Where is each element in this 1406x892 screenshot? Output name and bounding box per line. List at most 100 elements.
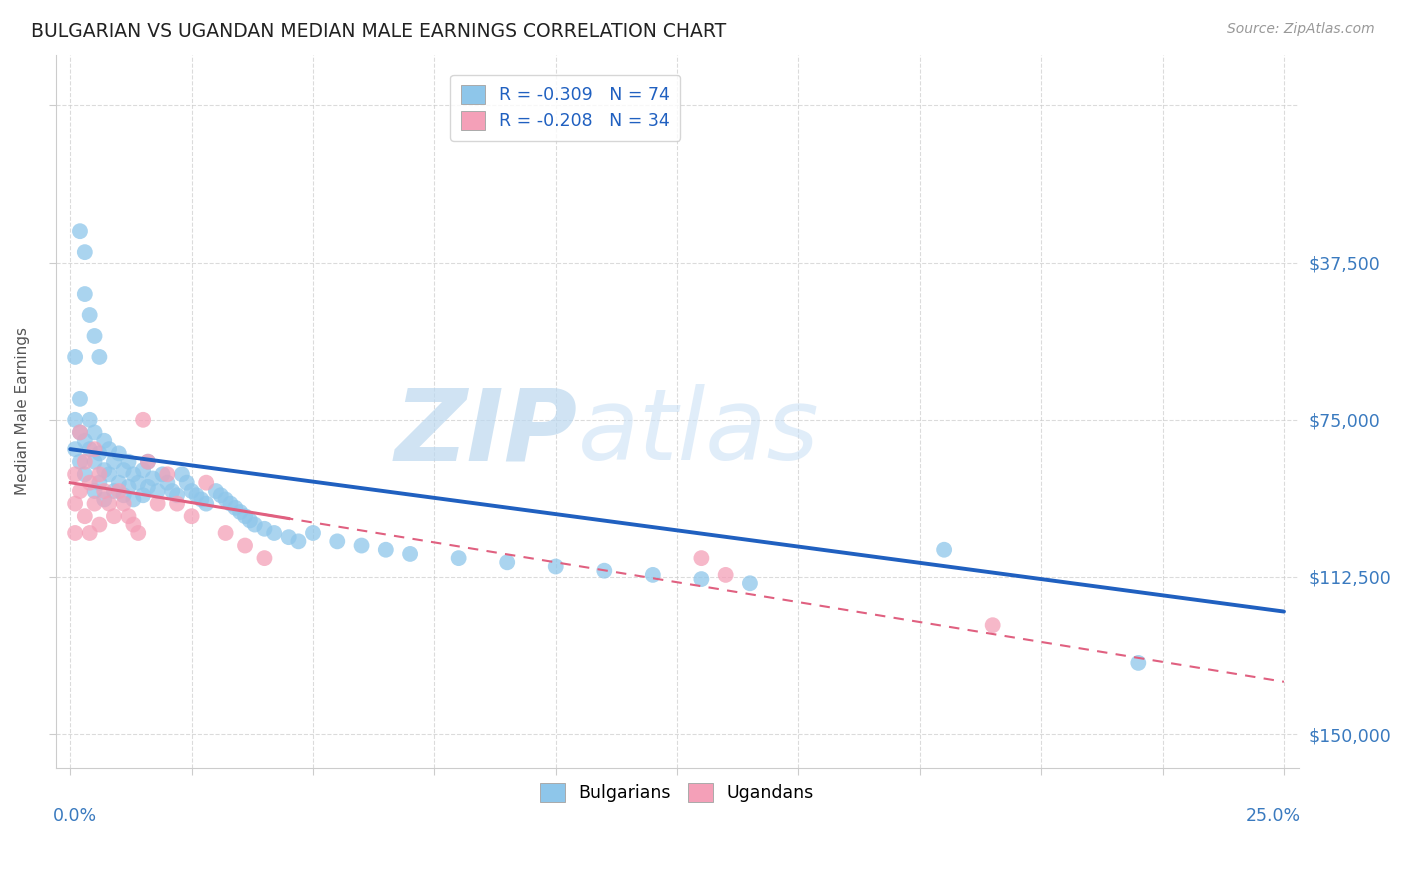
Point [253, 551, 276, 566]
Point [79, 526, 101, 541]
Point [981, 618, 1004, 632]
Point [98, 497, 121, 511]
Point [132, 413, 155, 427]
Point [63, 467, 86, 482]
Point [195, 475, 218, 490]
Point [136, 480, 159, 494]
Point [160, 484, 183, 499]
Point [112, 463, 135, 477]
Point [93, 484, 115, 499]
Point [496, 555, 519, 569]
Point [136, 455, 159, 469]
Point [89, 517, 111, 532]
Point [98, 442, 121, 457]
Point [108, 484, 131, 499]
Point [205, 484, 228, 499]
Point [146, 497, 169, 511]
Point [180, 484, 202, 499]
Point [374, 542, 396, 557]
Point [83, 497, 105, 511]
Point [302, 526, 325, 541]
Point [89, 350, 111, 364]
Point [108, 446, 131, 460]
Point [83, 425, 105, 440]
Point [73, 509, 96, 524]
Point [166, 488, 188, 502]
Point [641, 567, 664, 582]
Point [63, 526, 86, 541]
Point [132, 463, 155, 477]
Point [326, 534, 349, 549]
Point [63, 497, 86, 511]
Point [239, 513, 262, 527]
Text: ZIP: ZIP [395, 384, 578, 482]
Point [69, 392, 91, 406]
Text: 0.0%: 0.0% [53, 807, 97, 825]
Point [93, 463, 115, 477]
Point [180, 509, 202, 524]
Point [79, 442, 101, 457]
Point [63, 442, 86, 457]
Point [117, 509, 139, 524]
Y-axis label: Median Male Earnings: Median Male Earnings [15, 327, 30, 495]
Point [69, 425, 91, 440]
Point [142, 471, 165, 485]
Point [83, 329, 105, 343]
Point [544, 559, 567, 574]
Point [117, 455, 139, 469]
Point [89, 475, 111, 490]
Point [73, 287, 96, 301]
Point [117, 480, 139, 494]
Text: atlas: atlas [578, 384, 820, 482]
Point [233, 539, 256, 553]
Legend: Bulgarians, Ugandans: Bulgarians, Ugandans [530, 772, 824, 813]
Point [399, 547, 422, 561]
Point [209, 488, 232, 502]
Point [69, 455, 91, 469]
Point [738, 576, 761, 591]
Text: BULGARIAN VS UGANDAN MEDIAN MALE EARNINGS CORRELATION CHART: BULGARIAN VS UGANDAN MEDIAN MALE EARNING… [31, 22, 725, 41]
Point [108, 475, 131, 490]
Point [224, 500, 246, 515]
Point [190, 492, 212, 507]
Point [690, 572, 713, 586]
Point [350, 539, 373, 553]
Point [83, 455, 105, 469]
Point [593, 564, 616, 578]
Point [132, 488, 155, 502]
Point [170, 467, 193, 482]
Point [152, 467, 174, 482]
Point [166, 497, 188, 511]
Point [214, 492, 236, 507]
Point [263, 526, 285, 541]
Point [253, 522, 276, 536]
Point [89, 446, 111, 460]
Point [79, 308, 101, 322]
Point [93, 492, 115, 507]
Point [233, 509, 256, 524]
Point [112, 497, 135, 511]
Point [277, 530, 299, 544]
Point [1128, 656, 1150, 670]
Point [156, 467, 179, 482]
Point [127, 475, 149, 490]
Text: 25.0%: 25.0% [1246, 807, 1301, 825]
Point [219, 497, 242, 511]
Point [93, 434, 115, 448]
Point [243, 517, 266, 532]
Point [127, 526, 149, 541]
Point [73, 434, 96, 448]
Point [73, 467, 96, 482]
Point [136, 455, 159, 469]
Point [122, 467, 145, 482]
Text: Source: ZipAtlas.com: Source: ZipAtlas.com [1227, 22, 1375, 37]
Point [69, 425, 91, 440]
Point [146, 484, 169, 499]
Point [122, 492, 145, 507]
Point [214, 526, 236, 541]
Point [287, 534, 309, 549]
Point [156, 475, 179, 490]
Point [98, 467, 121, 482]
Point [73, 245, 96, 260]
Point [103, 455, 125, 469]
